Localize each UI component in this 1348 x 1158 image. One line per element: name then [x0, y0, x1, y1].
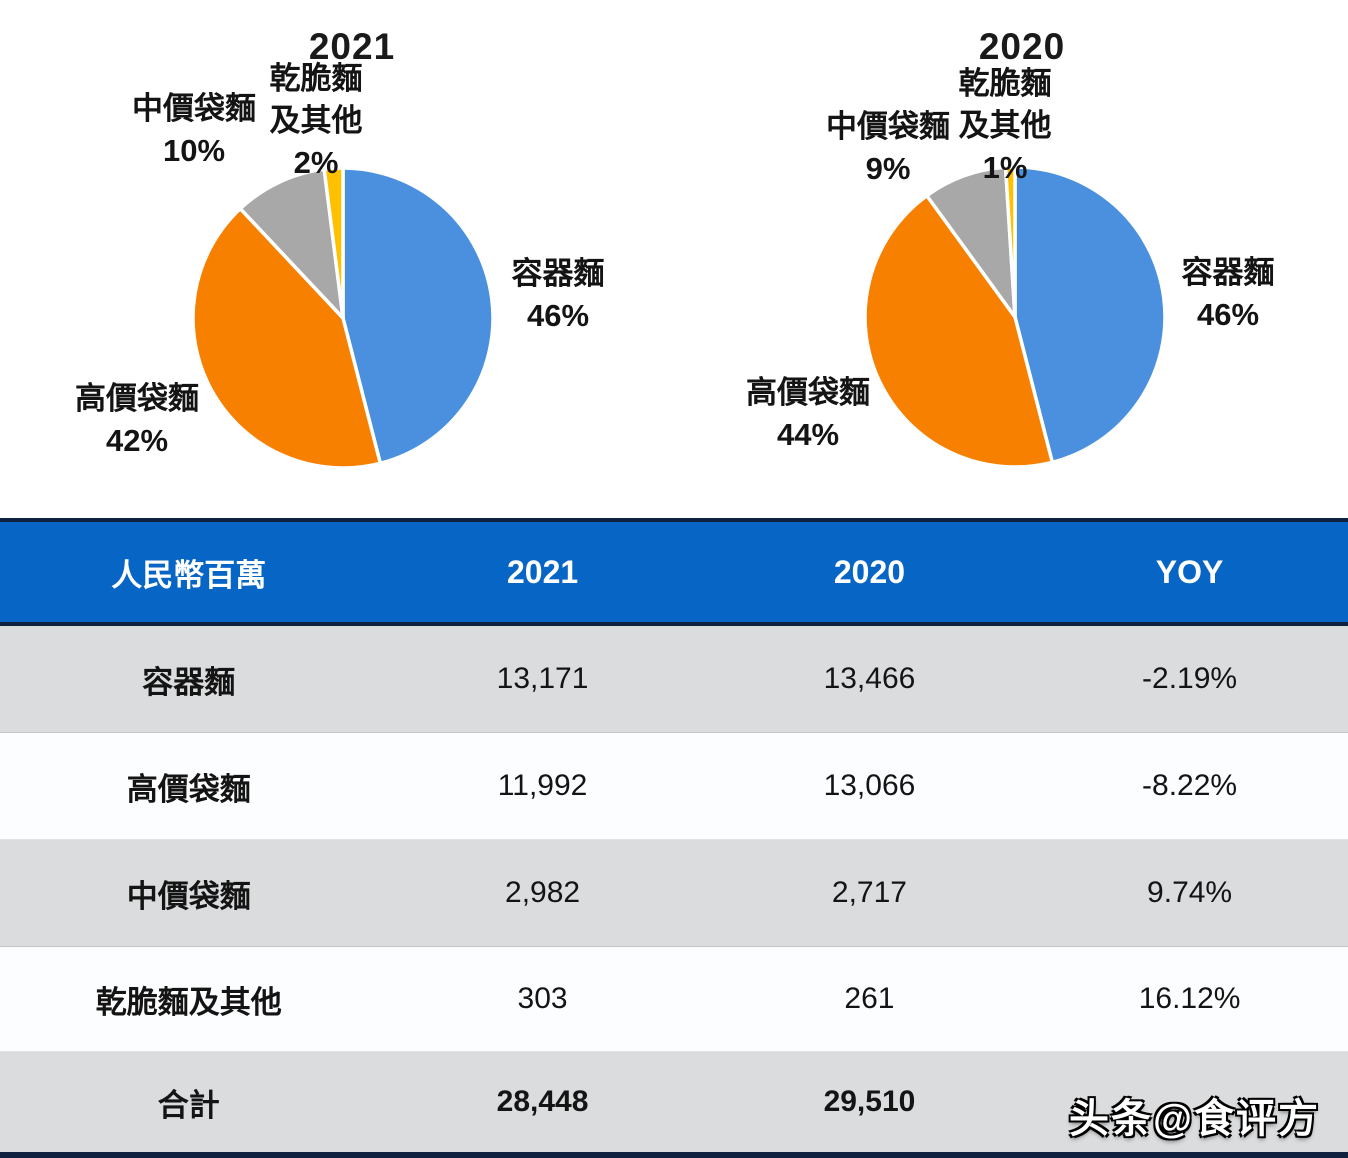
row-value-2021: 303 — [517, 982, 568, 1015]
table-row-total: 合計 28,448 29,510 — [0, 1052, 1348, 1152]
toutiao-watermark: 头条@食评方 — [1068, 1097, 1320, 1141]
pie-slice-percent: 1% — [982, 150, 1028, 185]
pie-2020-label-high-price-bag-noodles: 高價袋麵 44% — [746, 372, 870, 456]
table-row-mid-price-bag-noodles: 中價袋麵 2,982 2,717 9.74% — [0, 840, 1348, 947]
pie-slice-label: 中價袋麵 — [132, 91, 256, 126]
pie-slice-percent: 10% — [162, 133, 226, 168]
pie-slice-percent: 46% — [1196, 297, 1260, 332]
row-value-2021: 28,448 — [496, 1085, 589, 1118]
pie-slice-label: 容器麵 — [1181, 255, 1275, 290]
table-bottom-border — [0, 1152, 1348, 1158]
table-header-row: 人民幣百萬 2021 2020 YOY — [0, 518, 1348, 626]
pie-slice-percent: 2% — [293, 145, 339, 180]
pie-2020-label-container-noodles: 容器麵 46% — [1182, 252, 1275, 336]
row-label: 乾脆麵及其他 — [95, 984, 282, 1020]
row-value-2020: 29,510 — [823, 1085, 916, 1118]
pie-2020-label-dry-crispy-noodles: 乾脆麵及其他 1% — [955, 63, 1055, 189]
pie-slice-percent: 46% — [526, 298, 590, 333]
pie-slice-2021-2 — [238, 167, 345, 320]
pie-2021-label-dry-crispy-noodles: 乾脆麵及其他 2% — [266, 58, 366, 184]
pie-2020-label-mid-price-bag-noodles: 中價袋麵 9% — [826, 106, 950, 190]
row-value-yoy: 9.74% — [1147, 876, 1233, 909]
pie-slice-percent: 42% — [105, 423, 169, 458]
pie-slice-2020-3 — [1003, 165, 1017, 319]
row-value-yoy: -8.22% — [1142, 769, 1238, 802]
table-header-2021: 2021 — [506, 553, 579, 590]
row-value-2020: 13,066 — [823, 769, 916, 802]
pie-2020-chart — [863, 165, 1167, 469]
pie-slice-2021-1 — [191, 206, 383, 470]
pie-2021-label-high-price-bag-noodles: 高價袋麵 42% — [75, 378, 199, 462]
pie-slice-percent: 44% — [776, 417, 840, 452]
pie-2020-title: 2020 — [978, 26, 1066, 67]
row-value-2021: 11,992 — [497, 769, 588, 802]
pie-slice-2020-1 — [863, 193, 1055, 469]
pie-slice-label: 中價袋麵 — [826, 109, 950, 144]
pie-2021-chart — [191, 166, 495, 470]
pie-2021-title: 2021 — [308, 26, 396, 67]
pie-slice-label: 乾脆麵及其他 — [958, 66, 1052, 143]
pie-2021-label-container-noodles: 容器麵 46% — [512, 253, 605, 337]
pie-slice-2021-3 — [322, 166, 345, 320]
pie-2021-label-mid-price-bag-noodles: 中價袋麵 10% — [132, 88, 256, 172]
pie-slice-2020-0 — [1013, 165, 1167, 465]
pie-slice-label: 容器麵 — [511, 256, 605, 291]
row-value-2020: 2,717 — [831, 876, 907, 909]
row-value-2020: 261 — [844, 982, 895, 1015]
pie-slice-label: 高價袋麵 — [75, 381, 199, 416]
table-header-unit: 人民幣百萬 — [111, 557, 267, 593]
row-value-yoy: 16.12% — [1138, 982, 1241, 1015]
table-row-dry-crispy-noodles: 乾脆麵及其他 303 261 16.12% — [0, 947, 1348, 1052]
pie-charts-section: 2021 乾脆麵及其他 2% 中價袋麵 10% 容器麵 46% 高價袋麵 42%… — [0, 0, 1348, 518]
table-row-container-noodles: 容器麵 13,171 13,466 -2.19% — [0, 626, 1348, 733]
table-header-yoy: YOY — [1155, 553, 1224, 590]
table-header-2020: 2020 — [833, 553, 906, 590]
row-label: 高價袋麵 — [126, 771, 251, 807]
row-value-2020: 13,466 — [823, 662, 916, 695]
table-row-high-price-bag-noodles: 高價袋麵 11,992 13,066 -8.22% — [0, 733, 1348, 840]
revenue-table: 人民幣百萬 2021 2020 YOY 容器麵 13,171 13,466 -2… — [0, 518, 1348, 1158]
row-label: 合計 — [157, 1087, 220, 1123]
row-value-2021: 13,171 — [496, 662, 589, 695]
pie-slice-label: 高價袋麵 — [746, 375, 870, 410]
row-label: 中價袋麵 — [126, 878, 251, 914]
pie-slice-percent: 9% — [865, 151, 911, 186]
row-label: 容器麵 — [142, 664, 236, 700]
row-value-yoy: -2.19% — [1142, 662, 1238, 695]
pie-slice-label: 乾脆麵及其他 — [269, 61, 363, 138]
row-value-2021: 2,982 — [505, 876, 581, 909]
pie-slice-2021-0 — [341, 166, 495, 466]
